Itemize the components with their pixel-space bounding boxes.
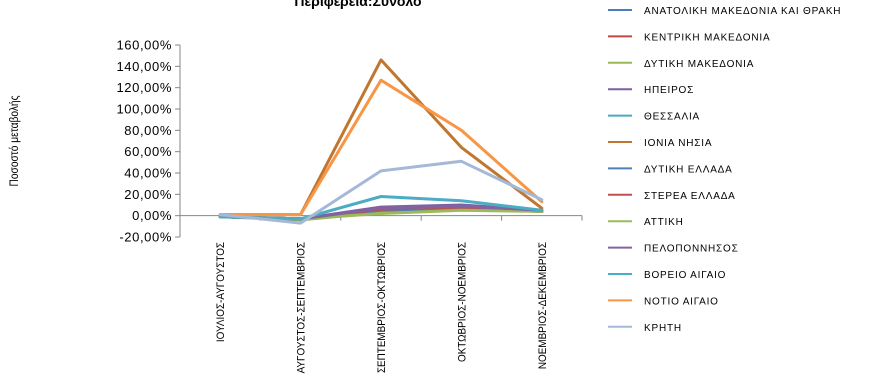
legend-label: ΠΕΛΟΠΟΝΝΗΣΟΣ (644, 244, 739, 255)
x-category-label-text: ΣΕΠΤΕΜΒΡΙΟΣ-ΟΚΤΩΒΡΙΟΣ (377, 241, 389, 373)
y-tick-label: -20,00% (119, 230, 172, 245)
series-line (218, 195, 544, 221)
x-category-label: ΟΚΤΩΒΡΙΟΣ-ΝΟΕΜΒΡΙΟΣ (457, 241, 469, 362)
x-category-label: ΙΟΥΛΙΟΣ-ΑΥΓΟΥΣΤΟΣ (216, 241, 228, 342)
legend-label: ΑΤΤΙΚΗ (644, 217, 684, 228)
y-tick-label: 140,00% (116, 59, 172, 74)
x-category-label-text: ΙΟΥΛΙΟΣ-ΑΥΓΟΥΣΤΟΣ (216, 241, 228, 342)
y-tick-label: 60,00% (124, 144, 172, 159)
series-line (218, 78, 544, 217)
y-axis-label: Ποσοστό μεταβολής (8, 95, 21, 187)
x-category-label: ΝΟΕΜΒΡΙΟΣ-ΔΕΚΕΜΒΡΙΟΣ (537, 242, 549, 370)
legend-label: ΚΡΗΤΗ (644, 323, 682, 334)
x-category-label-text: ΟΚΤΩΒΡΙΟΣ-ΝΟΕΜΒΡΙΟΣ (457, 241, 469, 362)
x-category-label: ΣΕΠΤΕΜΒΡΙΟΣ-ΟΚΤΩΒΡΙΟΣ (377, 241, 389, 373)
legend-label: ΑΝΑΤΟΛΙΚΗ ΜΑΚΕΔΟΝΙΑ ΚΑΙ ΘΡΑΚΗ (644, 6, 841, 17)
legend-label: ΚΕΝΤΡΙΚΗ ΜΑΚΕΔΟΝΙΑ (644, 32, 770, 43)
legend-label: ΔΥΤΙΚΗ ΕΛΛΑΔΑ (644, 164, 733, 175)
legend-label: ΙΟΝΙΑ ΝΗΣΙΑ (644, 138, 712, 149)
legend-label: ΒΟΡΕΙΟ ΑΙΓΑΙΟ (644, 270, 726, 281)
legend-label: ΗΠΕΙΡΟΣ (644, 85, 694, 96)
y-tick-label: 100,00% (116, 102, 172, 117)
legend-label: ΝΟΤΙΟ ΑΙΓΑΙΟ (644, 296, 719, 307)
legend-label: ΘΕΣΣΑΛΙΑ (644, 112, 700, 123)
y-tick-label: 80,00% (124, 123, 172, 138)
y-tick-label: 20,00% (124, 187, 172, 202)
chart-title: Περιφέρεια:Σύνολο (294, 0, 421, 9)
y-tick-label: 120,00% (116, 80, 172, 95)
series-line (218, 159, 544, 225)
legend-label: ΔΥΤΙΚΗ ΜΑΚΕΔΟΝΙΑ (644, 59, 754, 70)
x-category-label-text: ΑΥΓΟΥΣΤΟΣ-ΣΕΠΤΕΜΒΡΙΟΣ (296, 242, 308, 374)
x-category-label: ΑΥΓΟΥΣΤΟΣ-ΣΕΠΤΕΜΒΡΙΟΣ (296, 242, 308, 374)
legend-label: ΣΤΕΡΕΑ ΕΛΛΑΔΑ (644, 191, 736, 202)
x-category-label-text: ΝΟΕΜΒΡΙΟΣ-ΔΕΚΕΜΒΡΙΟΣ (537, 242, 549, 370)
y-tick-label: 160,00% (116, 38, 172, 53)
y-tick-label: 40,00% (124, 166, 172, 181)
y-tick-label: 0,00% (132, 208, 172, 223)
